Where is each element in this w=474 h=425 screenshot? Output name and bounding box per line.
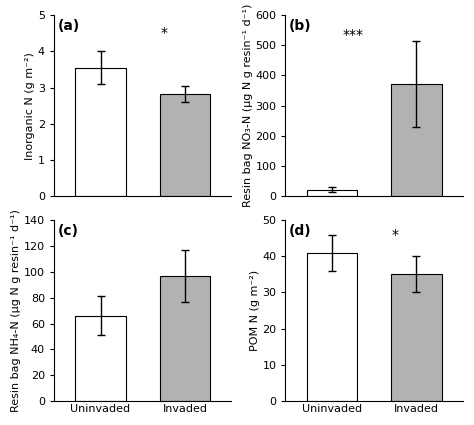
Bar [75,316,126,401]
Y-axis label: POM N (g m⁻²): POM N (g m⁻²) [249,270,260,351]
Text: (d): (d) [289,224,312,238]
Text: (b): (b) [289,19,312,33]
Y-axis label: Resin bag NH₄-N (μg N g resin⁻¹ d⁻¹): Resin bag NH₄-N (μg N g resin⁻¹ d⁻¹) [11,209,21,412]
Bar [307,190,357,196]
Bar [391,275,442,401]
Bar [307,252,357,401]
Bar [391,84,442,196]
Y-axis label: Resin bag NO₃-N (μg N g resin⁻¹ d⁻¹): Resin bag NO₃-N (μg N g resin⁻¹ d⁻¹) [243,4,253,207]
Text: ***: *** [342,28,364,42]
Text: (a): (a) [57,19,80,33]
Text: (c): (c) [57,224,79,238]
Text: *: * [161,26,167,40]
Bar [75,68,126,196]
Bar [160,276,210,401]
Text: *: * [392,228,399,242]
Y-axis label: Inorganic N (g m⁻²): Inorganic N (g m⁻²) [25,52,35,159]
Bar [160,94,210,196]
